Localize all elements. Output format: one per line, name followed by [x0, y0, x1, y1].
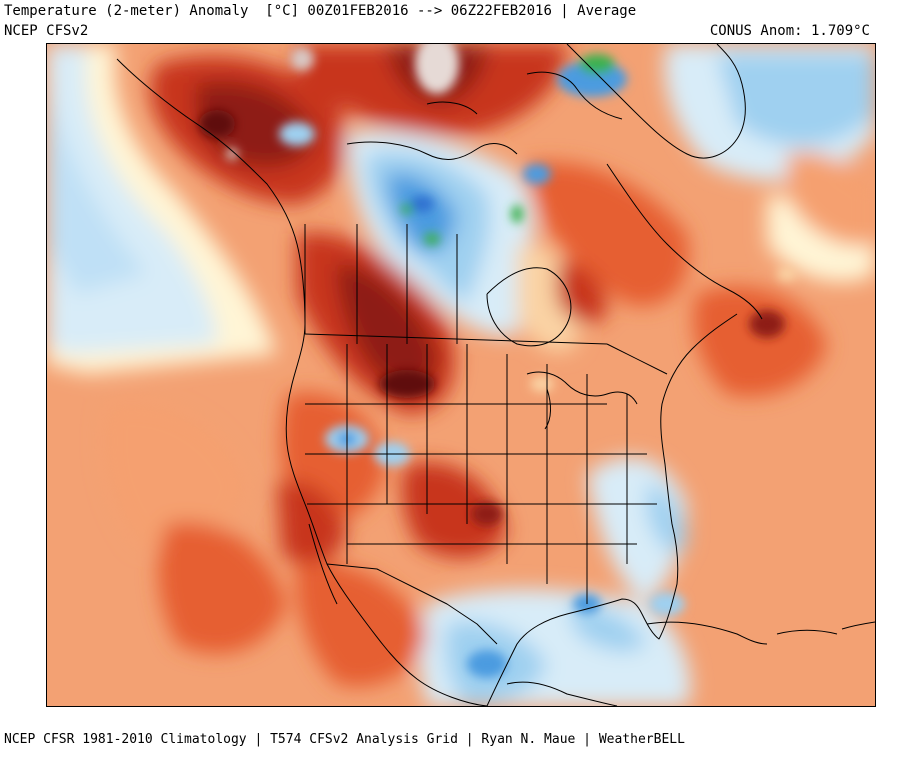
boundary-lines — [116, 44, 875, 706]
map-title: Temperature (2-meter) Anomaly [°C] 00Z01… — [4, 3, 637, 19]
anomaly-map-graphic — [47, 44, 875, 706]
anomaly-map — [46, 43, 876, 707]
anomaly-shading — [47, 44, 875, 706]
conus-anomaly-label: CONUS Anom: 1.709°C — [709, 23, 870, 39]
footer-credit: NCEP CFSR 1981-2010 Climatology | T574 C… — [4, 732, 685, 747]
model-label: NCEP CFSv2 — [4, 23, 89, 39]
anomaly-detail-shading — [199, 44, 797, 678]
